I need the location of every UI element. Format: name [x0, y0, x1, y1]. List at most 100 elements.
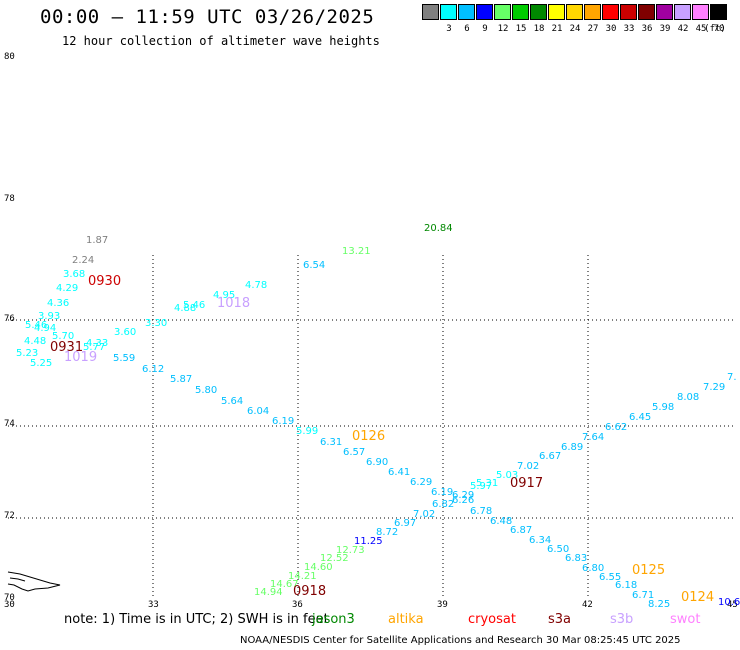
wave-height-label: 5.87	[170, 374, 193, 385]
legend-label: 42	[677, 24, 689, 34]
wave-height-label: 6.34	[529, 535, 552, 546]
lon-label: 36	[292, 600, 303, 610]
wave-height-label: 5.23	[16, 348, 39, 359]
legend-label: 45	[695, 24, 707, 34]
legend-label: 18	[533, 24, 545, 34]
legend-label: 24	[569, 24, 581, 34]
wave-height-label: 1.87	[86, 235, 109, 246]
wave-height-label: 4.29	[56, 283, 79, 294]
legend-swatch	[440, 4, 457, 20]
wave-height-label: 6.29	[452, 490, 475, 501]
legend-swatch	[422, 4, 439, 20]
wave-height-label: 6.26	[452, 495, 475, 506]
wave-height-label: 4.95	[213, 290, 236, 301]
wave-height-label: 6.50	[547, 544, 570, 555]
lon-label: 33	[148, 600, 159, 610]
legend-label: 30	[605, 24, 617, 34]
wave-height-label: 6.04	[247, 406, 270, 417]
legend-label: 39	[659, 24, 671, 34]
lon-label: 39	[437, 600, 448, 610]
legend-swatch	[494, 4, 511, 20]
wave-height-label: 6.57	[343, 447, 366, 458]
pass-time-label: 0124	[681, 590, 715, 605]
legend-swatch	[674, 4, 691, 20]
wave-height-label: 20.84	[424, 223, 453, 234]
wave-height-label: 3.60	[114, 327, 137, 338]
wave-height-label: 4.78	[245, 280, 268, 291]
wave-height-label: 6.41	[388, 467, 411, 478]
wave-height-label: 5.46	[25, 320, 48, 331]
legend-swatch	[710, 4, 727, 20]
wave-height-label: 10.6	[718, 597, 740, 608]
lat-label: 76	[4, 314, 15, 324]
legend-label: 9	[482, 24, 488, 34]
legend-label: 27	[587, 24, 599, 34]
wave-height-label: 14.94	[254, 587, 283, 598]
wave-height-label: 5.99	[296, 426, 319, 437]
wave-height-label: 4.48	[24, 336, 47, 347]
wave-height-label: 6.97	[394, 518, 417, 529]
pass-time-label: 0918	[293, 584, 327, 599]
wave-height-label: 7.29	[703, 382, 726, 393]
legend-swatch	[476, 4, 493, 20]
pass-time-label: 1019	[64, 350, 98, 365]
wave-height-label: 6.67	[539, 451, 562, 462]
wave-height-label: 6.87	[510, 525, 533, 536]
legend-label: 70	[713, 24, 725, 34]
lat-label: 78	[4, 194, 15, 204]
wave-height-label: 6.54	[303, 260, 326, 271]
legend-label: 36	[641, 24, 653, 34]
wave-height-label: 6.31	[320, 437, 343, 448]
wave-height-label: 8.08	[677, 392, 700, 403]
legend-swatch	[458, 4, 475, 20]
wave-height-label: 6.19	[431, 487, 454, 498]
legend-swatch	[620, 4, 637, 20]
legend-label: 3	[446, 24, 452, 34]
wave-height-label: 14.21	[288, 571, 317, 582]
lat-label: 72	[4, 511, 15, 521]
satellite-name: jason3	[312, 612, 355, 627]
wave-height-label: 5.46	[183, 300, 206, 311]
legend-swatch	[584, 4, 601, 20]
legend-swatch	[530, 4, 547, 20]
legend-swatch	[656, 4, 673, 20]
wave-height-label: 5.64	[221, 396, 244, 407]
wave-height-label: 8.72	[376, 527, 399, 538]
wave-height-label: 5.25	[30, 358, 53, 369]
coastline	[7, 571, 61, 592]
legend-swatch	[548, 4, 565, 20]
pass-time-label: 1018	[217, 296, 251, 311]
page-title: 00:00 – 11:59 UTC 03/26/2025	[40, 6, 375, 28]
wave-height-label: 5.70	[52, 331, 75, 342]
wave-height-label: 6.83	[565, 553, 588, 564]
lon-label: 30	[4, 600, 15, 610]
satellite-name: cryosat	[468, 612, 516, 627]
wave-height-label: 11.25	[354, 536, 383, 547]
wave-height-label: 6.82	[432, 499, 455, 510]
wave-height-label: 4.33	[86, 338, 109, 349]
wave-height-label: 13.21	[342, 246, 371, 257]
wave-height-label: 5.80	[195, 385, 218, 396]
satellite-name: swot	[670, 612, 701, 627]
wave-height-label: 6.80	[582, 563, 605, 574]
wave-height-label: 7.02	[517, 461, 540, 472]
wave-height-label: 5.59	[113, 353, 136, 364]
wave-height-label: 6.78	[470, 506, 493, 517]
legend-swatch	[692, 4, 709, 20]
wave-height-label: 2.24	[72, 255, 95, 266]
wave-height-label: 5.03	[496, 470, 519, 481]
wave-height-label: 6.55	[599, 572, 622, 583]
legend-label: 6	[464, 24, 470, 34]
wave-height-label: 5.97	[470, 481, 493, 492]
legend-label: 33	[623, 24, 635, 34]
page-subtitle: 12 hour collection of altimeter wave hei…	[62, 34, 380, 48]
pass-time-label: 0931	[50, 340, 84, 355]
satellite-name: altika	[388, 612, 424, 627]
wave-height-label: 6.62	[605, 422, 628, 433]
wave-height-label: 6.45	[629, 412, 652, 423]
wave-height-label: 7.	[727, 372, 737, 383]
legend-swatch	[566, 4, 583, 20]
lon-label: 45	[727, 600, 738, 610]
wave-height-label: 12.73	[336, 545, 365, 556]
